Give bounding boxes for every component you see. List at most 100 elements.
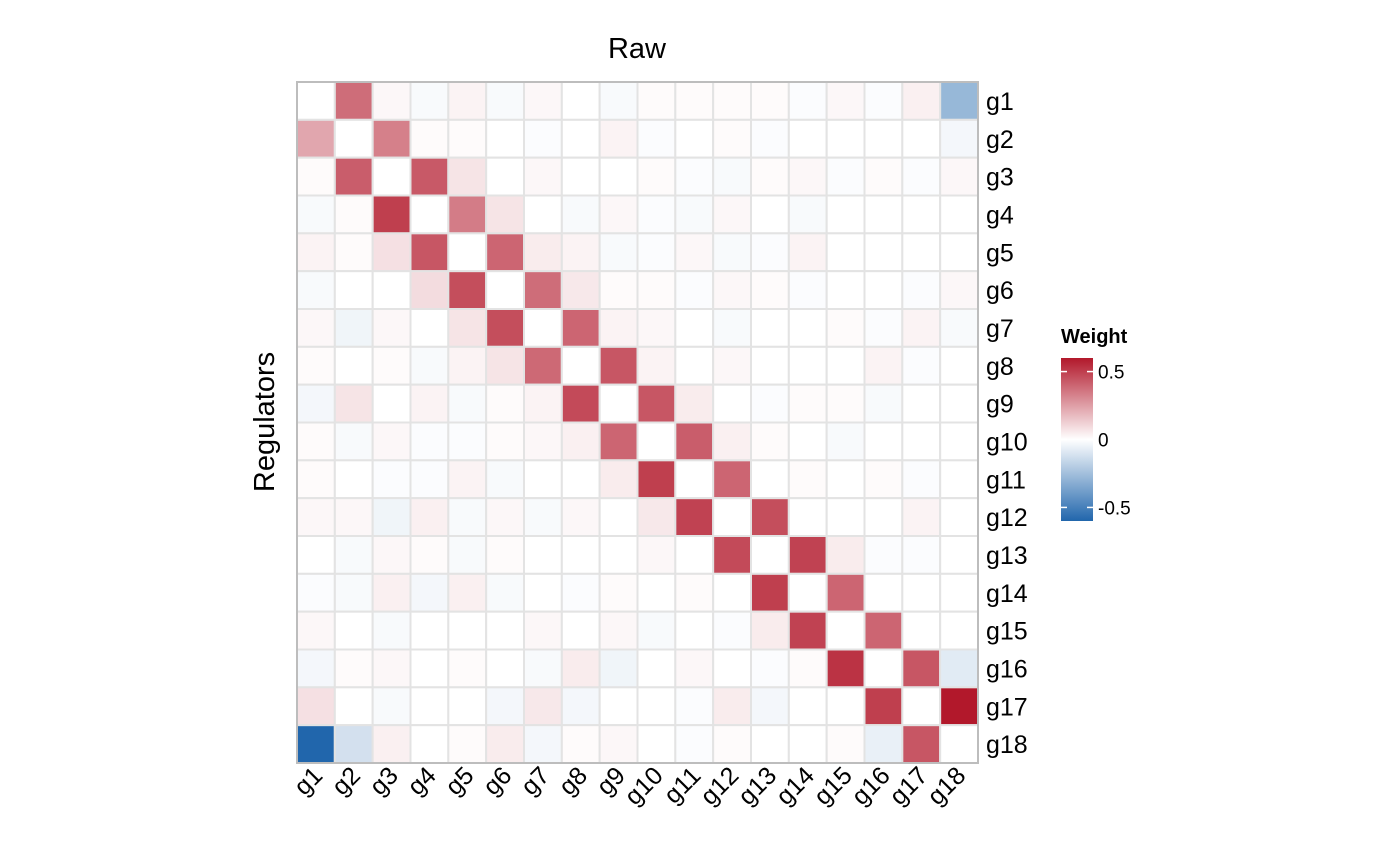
heatmap-cell-g10-g18	[939, 421, 979, 462]
heatmap-cell-g17-g11	[674, 686, 715, 727]
heatmap-cell-g16-g8	[560, 648, 601, 689]
heatmap-cell-g3-g5	[447, 156, 488, 197]
heatmap-cell-g14-g12	[712, 572, 752, 613]
heatmap-cell-g16-g6	[485, 648, 526, 689]
heatmap-cell-g10-g9	[598, 421, 639, 462]
heatmap-cell-g2-g13	[750, 118, 790, 159]
heatmap-cell-g15-g8	[560, 610, 601, 651]
heatmap-cell-g10-g8	[560, 421, 601, 462]
heatmap-cell-g15-g5	[447, 610, 488, 651]
heatmap-cell-g12-g12	[712, 497, 752, 538]
heatmap-cell-g2-g16	[863, 118, 904, 159]
heatmap-cell-g17-g13	[750, 686, 790, 727]
heatmap-cell-g12-g11	[674, 497, 715, 538]
heatmap-cell-g18-g18	[939, 724, 979, 764]
heatmap-cell-g7-g14	[787, 308, 828, 348]
heatmap-cell-g9-g8	[560, 383, 601, 424]
heatmap-cell-g4-g11	[674, 194, 715, 235]
heatmap-cell-g7-g10	[636, 308, 677, 348]
heatmap-cell-g15-g17	[901, 610, 942, 651]
heatmap-cell-g3-g17	[901, 156, 942, 197]
heatmap-cell-g16-g5	[447, 648, 488, 689]
heatmap-cell-g16-g11	[674, 648, 715, 689]
heatmap-cell-g1-g14	[787, 81, 828, 121]
heatmap-cell-g18-g17	[901, 724, 942, 764]
heatmap-cell-g13-g5	[447, 535, 488, 575]
heatmap-cell-g9-g9	[598, 383, 639, 424]
heatmap-cell-g3-g16	[863, 156, 904, 197]
heatmap-cell-g5-g18	[939, 232, 979, 273]
heatmap-cell-g8-g10	[636, 345, 677, 386]
heatmap-cell-g3-g15	[825, 156, 866, 197]
heatmap-cell-g18-g10	[636, 724, 677, 764]
heatmap-cell-g16-g1	[296, 648, 336, 689]
y-tick-label: g7	[986, 315, 1014, 343]
heatmap-cell-g13-g6	[485, 535, 526, 575]
heatmap-cell-g1-g13	[750, 81, 790, 121]
heatmap-cell-g17-g5	[447, 686, 488, 727]
heatmap-cell-g2-g3	[371, 118, 412, 159]
heatmap-cell-g7-g18	[939, 308, 979, 348]
y-tick-label: g9	[986, 391, 1014, 419]
heatmap-cell-g8-g6	[485, 345, 526, 386]
heatmap-cell-g14-g15	[825, 572, 866, 613]
heatmap-cell-g8-g2	[333, 345, 374, 386]
heatmap-cell-g6-g3	[371, 270, 412, 311]
heatmap-cell-g15-g14	[787, 610, 828, 651]
x-tick-label: g5	[440, 761, 479, 800]
heatmap-cell-g18-g11	[674, 724, 715, 764]
heatmap-cell-g7-g3	[371, 308, 412, 348]
heatmap-cell-g12-g15	[825, 497, 866, 538]
heatmap-cell-g6-g4	[409, 270, 450, 311]
heatmap-cell-g10-g13	[750, 421, 790, 462]
heatmap-cell-g3-g14	[787, 156, 828, 197]
heatmap-cell-g8-g5	[447, 345, 488, 386]
heatmap-cell-g12-g17	[901, 497, 942, 538]
heatmap-cell-g6-g5	[447, 270, 488, 311]
heatmap-cell-g2-g17	[901, 118, 942, 159]
heatmap-cell-g6-g8	[560, 270, 601, 311]
heatmap-cell-g7-g11	[674, 308, 715, 348]
y-tick-label: g6	[986, 277, 1014, 305]
heatmap-cell-g10-g17	[901, 421, 942, 462]
heatmap-cell-g15-g12	[712, 610, 752, 651]
heatmap-cell-g9-g4	[409, 383, 450, 424]
heatmap-cell-g9-g14	[787, 383, 828, 424]
heatmap-cell-g13-g9	[598, 535, 639, 575]
heatmap-cell-g5-g3	[371, 232, 412, 273]
heatmap-cell-g12-g10	[636, 497, 677, 538]
heatmap-cell-g14-g6	[485, 572, 526, 613]
heatmap-cell-g13-g3	[371, 535, 412, 575]
heatmap-cell-g7-g17	[901, 308, 942, 348]
heatmap-cell-g6-g10	[636, 270, 677, 311]
heatmap-cell-g16-g10	[636, 648, 677, 689]
legend-tick-label: -0.5	[1098, 498, 1131, 519]
heatmap-cell-g3-g12	[712, 156, 752, 197]
heatmap-cell-g14-g8	[560, 572, 601, 613]
heatmap-cell-g14-g14	[787, 572, 828, 613]
heatmap-cell-g1-g16	[863, 81, 904, 121]
heatmap-cell-g12-g14	[787, 497, 828, 538]
heatmap-cell-g14-g3	[371, 572, 412, 613]
heatmap-cell-g12-g8	[560, 497, 601, 538]
heatmap-cell-g7-g8	[560, 308, 601, 348]
heatmap-cell-g10-g10	[636, 421, 677, 462]
heatmap-cell-g5-g9	[598, 232, 639, 273]
heatmap-cell-g9-g1	[296, 383, 336, 424]
heatmap-cell-g3-g11	[674, 156, 715, 197]
y-tick-label: g17	[986, 693, 1028, 721]
heatmap-cell-g7-g6	[485, 308, 526, 348]
heatmap-cell-g15-g18	[939, 610, 979, 651]
heatmap-cell-g2-g18	[939, 118, 979, 159]
heatmap-cell-g4-g16	[863, 194, 904, 235]
heatmap-cell-g13-g15	[825, 535, 866, 575]
heatmap-cell-g6-g11	[674, 270, 715, 311]
y-tick-label: g10	[986, 428, 1028, 456]
heatmap-cell-g5-g6	[485, 232, 526, 273]
legend-tick-label: 0.5	[1098, 363, 1124, 384]
heatmap-cell-g4-g6	[485, 194, 526, 235]
y-tick-label: g18	[986, 731, 1028, 759]
heatmap-cell-g16-g14	[787, 648, 828, 689]
heatmap-cell-g8-g4	[409, 345, 450, 386]
heatmap-cell-g17-g1	[296, 686, 336, 727]
